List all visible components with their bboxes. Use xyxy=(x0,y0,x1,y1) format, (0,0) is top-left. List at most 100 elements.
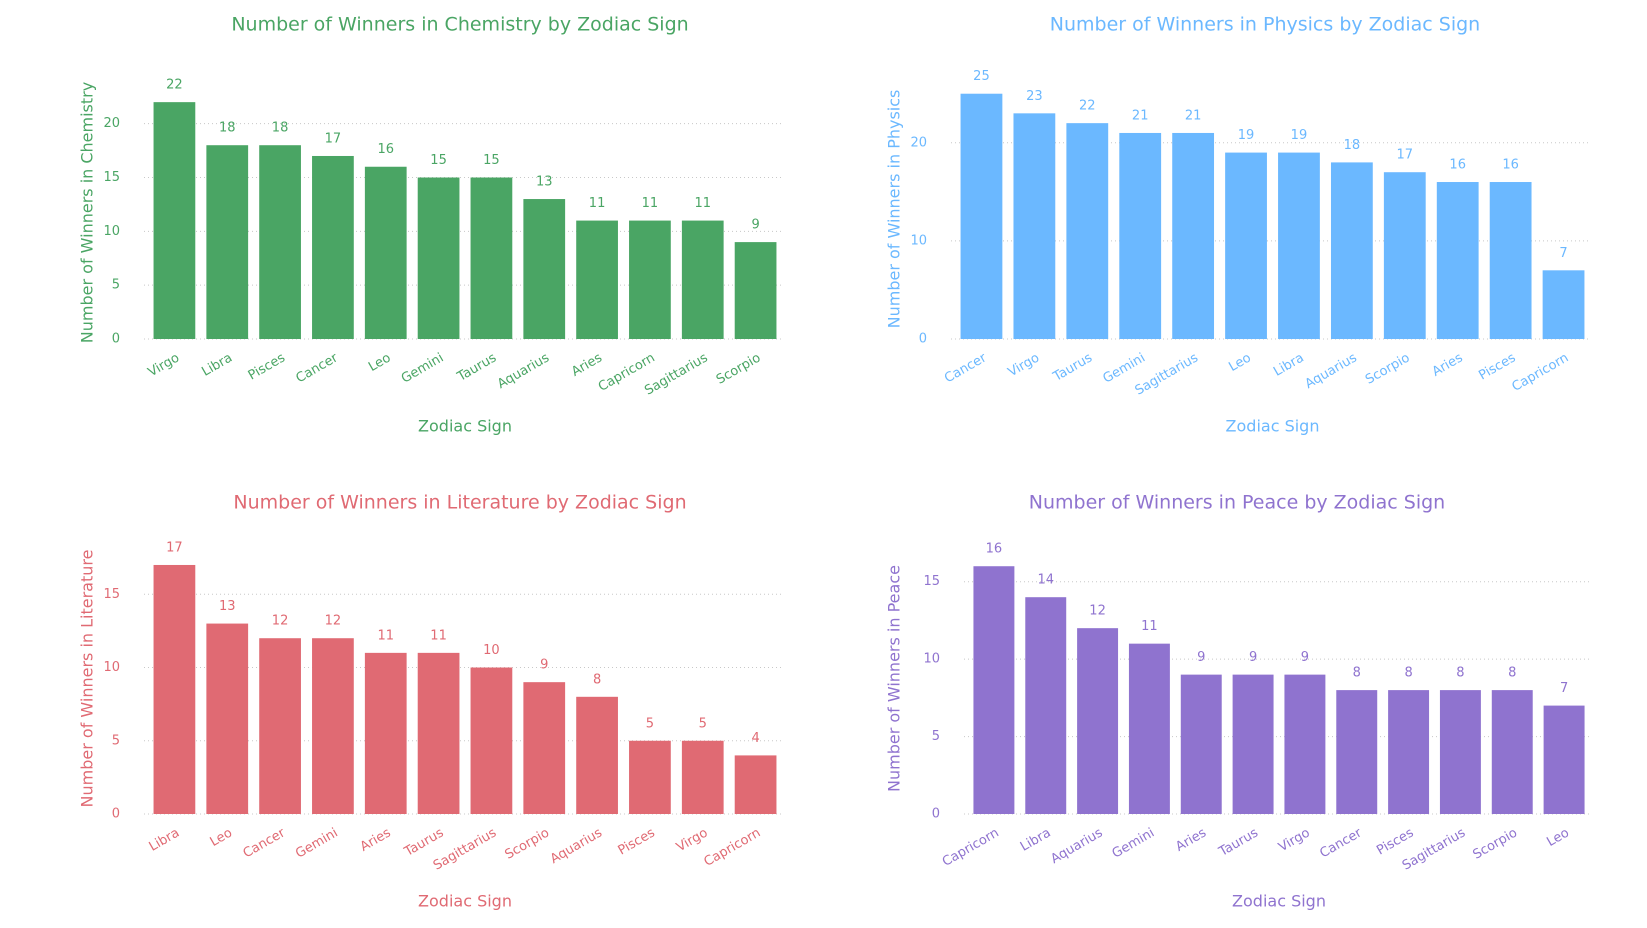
bar-taurus[interactable] xyxy=(470,177,513,339)
data-label: 15 xyxy=(483,153,500,168)
bar-pisces[interactable] xyxy=(259,145,301,339)
bar-libra[interactable] xyxy=(206,145,249,339)
bar-leo[interactable] xyxy=(1225,152,1267,339)
bar-leo[interactable] xyxy=(1543,705,1585,814)
x-axis-title-chemistry: Zodiac Sign xyxy=(418,417,512,436)
x-tick-label: Aries xyxy=(1173,825,1209,854)
bar-sagittarius[interactable] xyxy=(1439,690,1481,814)
x-tick-label: Scorpio xyxy=(714,350,764,387)
y-axis-title-physics: Number of Winners in Physics xyxy=(885,90,904,329)
bar-libra[interactable] xyxy=(1278,152,1320,339)
data-label: 11 xyxy=(642,196,659,211)
bar-aries[interactable] xyxy=(1436,182,1479,339)
bar-pisces[interactable] xyxy=(1388,690,1430,814)
bar-scorpio[interactable] xyxy=(1383,172,1426,339)
x-axis-title-physics: Zodiac Sign xyxy=(1226,417,1320,436)
x-tick-label: Pisces xyxy=(1374,825,1416,858)
x-tick-label: Leo xyxy=(208,825,235,849)
bar-gemini[interactable] xyxy=(312,638,354,814)
bar-scorpio[interactable] xyxy=(523,682,566,814)
y-tick-label: 15 xyxy=(923,574,940,589)
chart-title-chemistry: Number of Winners in Chemistry by Zodiac… xyxy=(231,14,688,36)
data-label: 4 xyxy=(751,731,759,746)
data-label: 16 xyxy=(1502,158,1519,173)
y-tick-label: 10 xyxy=(923,652,940,667)
bar-taurus[interactable] xyxy=(417,652,460,814)
data-label: 8 xyxy=(593,672,601,687)
data-label: 9 xyxy=(1249,650,1257,665)
x-tick-label: Leo xyxy=(1226,350,1253,374)
y-tick-label: 15 xyxy=(103,587,120,602)
data-label: 13 xyxy=(219,599,236,614)
chart-physics: Number of Winners in Physics by Zodiac S… xyxy=(885,14,1590,436)
chart-title-physics: Number of Winners in Physics by Zodiac S… xyxy=(1050,14,1480,36)
bar-virgo[interactable] xyxy=(1013,113,1056,339)
bar-aquarius[interactable] xyxy=(576,696,618,814)
chart-chemistry: Number of Winners in Chemistry by Zodiac… xyxy=(78,14,782,436)
x-tick-label: Aries xyxy=(358,825,394,854)
chart-literature: Number of Winners in Literature by Zodia… xyxy=(78,492,782,911)
bar-cancer[interactable] xyxy=(259,638,301,814)
bar-gemini[interactable] xyxy=(417,177,460,339)
bar-cancer[interactable] xyxy=(312,155,354,339)
bar-libra[interactable] xyxy=(153,564,196,814)
x-tick-label: Cancer xyxy=(942,350,990,386)
bar-cancer[interactable] xyxy=(1336,690,1378,814)
bar-libra[interactable] xyxy=(1025,597,1067,814)
bar-pisces[interactable] xyxy=(1489,182,1532,339)
y-tick-label: 0 xyxy=(919,332,927,347)
bar-sagittarius[interactable] xyxy=(470,667,513,814)
bar-cancer[interactable] xyxy=(960,93,1003,339)
y-tick-label: 10 xyxy=(103,660,120,675)
bar-gemini[interactable] xyxy=(1119,132,1162,339)
data-label: 9 xyxy=(540,658,548,673)
bar-sagittarius[interactable] xyxy=(1172,132,1215,339)
bar-capricorn[interactable] xyxy=(1542,270,1585,339)
bar-taurus[interactable] xyxy=(1066,123,1109,339)
x-tick-label: Virgo xyxy=(1006,350,1043,380)
data-label: 8 xyxy=(1404,666,1412,681)
chart-peace: Number of Winners in Peace by Zodiac Sig… xyxy=(885,492,1590,911)
bar-gemini[interactable] xyxy=(1128,643,1170,814)
bar-leo[interactable] xyxy=(364,166,407,339)
bar-aries[interactable] xyxy=(1180,674,1222,814)
bar-virgo[interactable] xyxy=(681,740,724,814)
bar-taurus[interactable] xyxy=(1232,674,1274,814)
x-tick-label: Aquarius xyxy=(548,825,605,867)
data-label: 18 xyxy=(272,121,289,136)
bar-capricorn[interactable] xyxy=(973,566,1015,814)
bar-aries[interactable] xyxy=(364,652,407,814)
data-label: 16 xyxy=(377,142,394,157)
bar-scorpio[interactable] xyxy=(734,242,777,339)
data-label: 7 xyxy=(1560,681,1568,696)
x-tick-label: Gemini xyxy=(399,351,447,387)
data-label: 8 xyxy=(1456,666,1464,681)
bar-aries[interactable] xyxy=(576,220,618,339)
chart-title-peace: Number of Winners in Peace by Zodiac Sig… xyxy=(1029,492,1445,514)
y-tick-label: 5 xyxy=(112,733,120,748)
bar-sagittarius[interactable] xyxy=(681,220,724,339)
bar-virgo[interactable] xyxy=(1284,674,1326,814)
data-label: 17 xyxy=(1397,148,1414,163)
data-label: 19 xyxy=(1238,128,1255,143)
data-label: 11 xyxy=(589,196,606,211)
bar-capricorn[interactable] xyxy=(734,755,777,814)
data-label: 5 xyxy=(699,716,707,731)
bar-leo[interactable] xyxy=(206,623,249,814)
x-tick-label: Aquarius xyxy=(1303,350,1360,392)
bar-aquarius[interactable] xyxy=(1330,162,1373,339)
bar-scorpio[interactable] xyxy=(1491,690,1533,814)
data-label: 11 xyxy=(1141,619,1158,634)
bar-aquarius[interactable] xyxy=(523,199,566,339)
y-tick-label: 0 xyxy=(112,332,120,347)
x-tick-label: Virgo xyxy=(146,350,183,380)
x-tick-label: Gemini xyxy=(1110,826,1158,862)
bar-aquarius[interactable] xyxy=(1077,628,1119,814)
bar-capricorn[interactable] xyxy=(629,220,671,339)
bar-virgo[interactable] xyxy=(153,102,196,340)
y-tick-label: 20 xyxy=(910,135,927,150)
x-tick-label: Libra xyxy=(147,826,183,855)
data-label: 9 xyxy=(1301,650,1309,665)
x-tick-label: Aquarius xyxy=(495,350,552,392)
bar-pisces[interactable] xyxy=(629,740,671,814)
